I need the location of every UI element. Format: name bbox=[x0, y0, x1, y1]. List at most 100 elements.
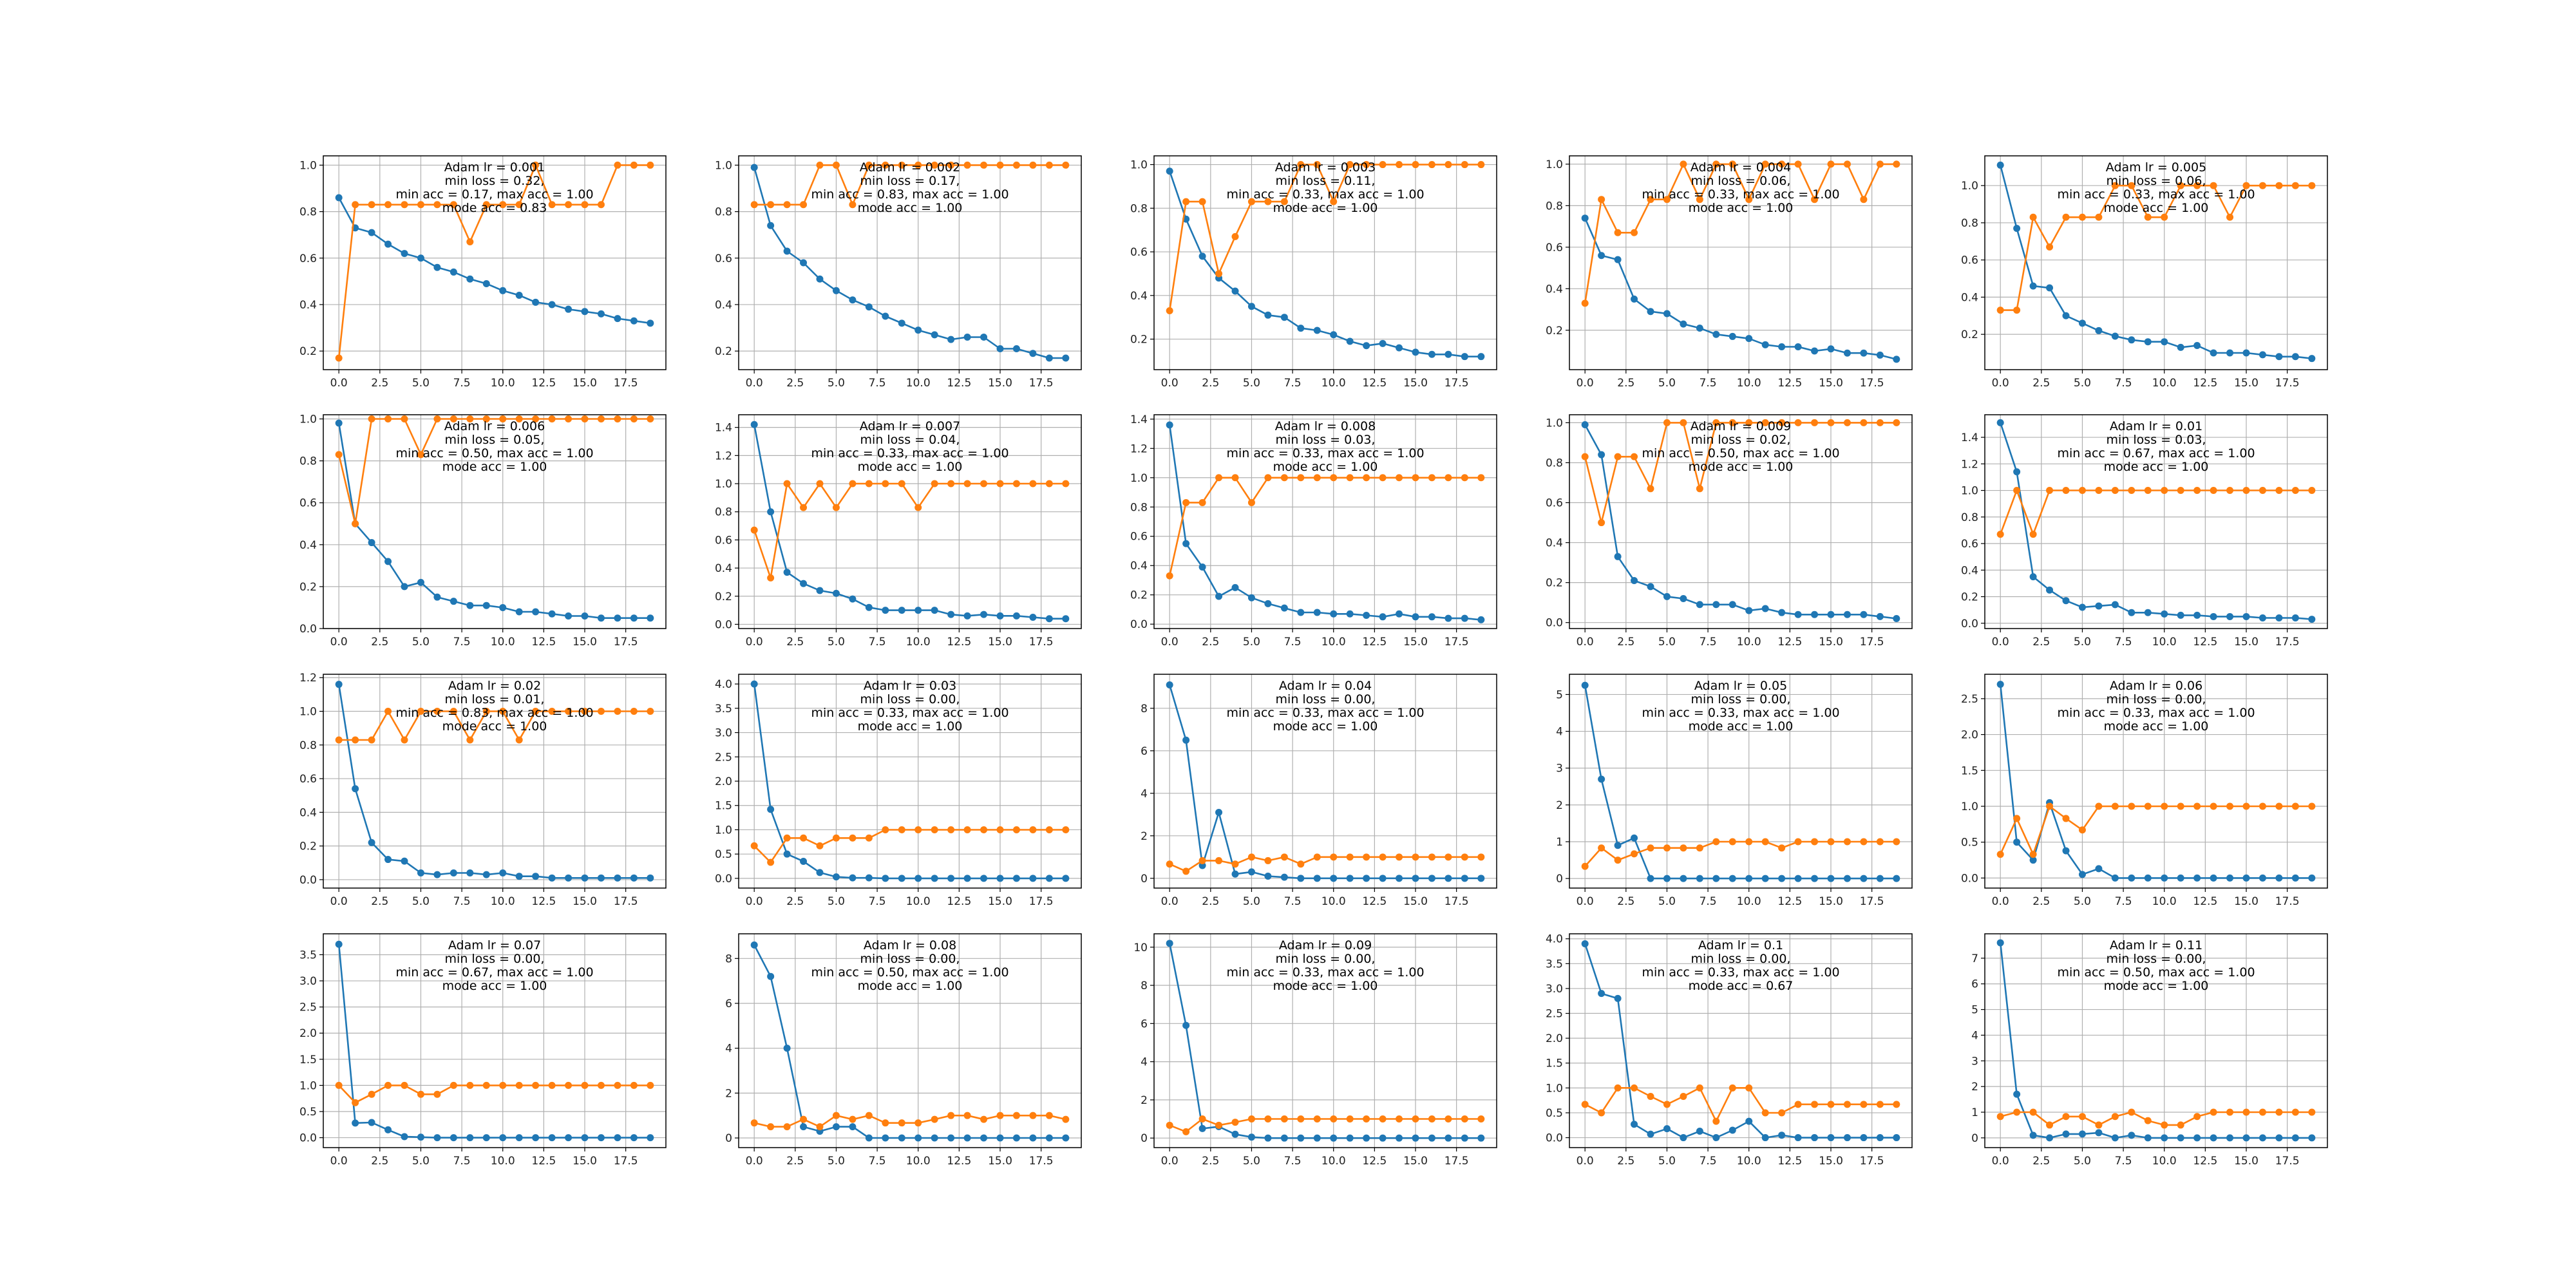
accuracy-point bbox=[1581, 1101, 1589, 1108]
accuracy-point bbox=[1182, 498, 1190, 506]
loss-point bbox=[515, 873, 523, 880]
x-tick-label: 0.0 bbox=[330, 377, 348, 390]
loss-point bbox=[783, 569, 791, 576]
accuracy-point bbox=[865, 834, 873, 842]
y-tick-label: 0.4 bbox=[1130, 560, 1148, 573]
accuracy-point bbox=[996, 161, 1004, 169]
accuracy-point bbox=[1996, 531, 2004, 538]
accuracy-point bbox=[2193, 487, 2201, 495]
accuracy-point bbox=[2062, 1113, 2070, 1121]
accuracy-point bbox=[1330, 853, 1338, 861]
y-tick-label: 2.0 bbox=[299, 1027, 317, 1040]
accuracy-point bbox=[515, 415, 523, 423]
y-tick-label: 6 bbox=[1141, 1018, 1148, 1030]
loss-point bbox=[1745, 875, 1753, 882]
loss-point bbox=[1461, 875, 1468, 882]
accuracy-point bbox=[597, 415, 605, 423]
subplot-5: 0.0 2.5 5.0 7.5 10.0 12.5 15.0 17.5 0.2 0.4 0.6 0.8… bbox=[1961, 155, 2328, 390]
loss-point bbox=[1696, 1128, 1703, 1135]
loss-point bbox=[1182, 540, 1190, 547]
accuracy-point bbox=[1166, 1121, 1173, 1129]
accuracy-point bbox=[1346, 1115, 1354, 1123]
accuracy-point bbox=[368, 736, 375, 744]
accuracy-point bbox=[1614, 453, 1622, 460]
accuracy-point bbox=[1827, 419, 1835, 426]
accuracy-point bbox=[515, 201, 523, 209]
x-tick-label: 5.0 bbox=[1243, 377, 1260, 390]
axes-frame bbox=[323, 674, 667, 889]
accuracy-point bbox=[532, 1081, 540, 1089]
loss-point bbox=[1029, 350, 1037, 357]
loss-point bbox=[2259, 874, 2266, 882]
x-tick-label: 10.0 bbox=[2152, 1155, 2177, 1168]
annotation-line: min acc = 0.33, max acc = 1.00 bbox=[2057, 187, 2255, 202]
accuracy-point bbox=[963, 1112, 971, 1119]
loss-point bbox=[1396, 1134, 1403, 1142]
y-tick-label: 0.8 bbox=[715, 206, 732, 219]
accuracy-point bbox=[597, 1081, 605, 1089]
accuracy-point bbox=[882, 161, 889, 169]
x-tick-label: 10.0 bbox=[906, 895, 931, 908]
x-tick-label: 7.5 bbox=[2115, 1155, 2132, 1168]
loss-point bbox=[532, 1134, 540, 1142]
x-tick-label: 10.0 bbox=[1737, 636, 1761, 649]
accuracy-point bbox=[1012, 1112, 1020, 1119]
annotation-line: Adam lr = 0.02 bbox=[448, 679, 541, 693]
loss-point bbox=[1396, 875, 1403, 882]
loss-point bbox=[914, 1134, 922, 1142]
loss-point bbox=[1297, 1134, 1305, 1142]
loss-point bbox=[1062, 1134, 1070, 1142]
annotation-line: min acc = 0.33, max acc = 1.00 bbox=[1226, 965, 1424, 980]
loss-point bbox=[1396, 344, 1403, 352]
loss-point bbox=[1794, 343, 1802, 351]
accuracy-point bbox=[1297, 161, 1305, 169]
loss-point bbox=[2078, 603, 2086, 611]
x-tick-label: 17.5 bbox=[614, 1155, 638, 1168]
accuracy-point bbox=[2046, 243, 2054, 251]
x-tick-label: 2.5 bbox=[371, 377, 388, 390]
y-tick-label: 1.2 bbox=[1961, 458, 1978, 471]
loss-point bbox=[947, 1134, 955, 1142]
accuracy-point bbox=[1827, 838, 1835, 846]
annotation-line: Adam lr = 0.001 bbox=[444, 160, 545, 175]
annotation-line: Adam lr = 0.004 bbox=[1690, 160, 1791, 175]
accuracy-point bbox=[898, 1119, 905, 1127]
x-tick-label: 17.5 bbox=[614, 895, 638, 908]
accuracy-point bbox=[1680, 1092, 1687, 1100]
subplot-9: 0.0 2.5 5.0 7.5 10.0 12.5 15.0 17.5 0.0 0.2 0.4 0.6… bbox=[1546, 414, 1913, 649]
accuracy-point bbox=[816, 842, 824, 849]
accuracy-point bbox=[1264, 474, 1272, 482]
x-tick-label: 12.5 bbox=[531, 377, 556, 390]
x-tick-label: 17.5 bbox=[1029, 1155, 1054, 1168]
loss-point bbox=[630, 614, 638, 622]
loss-point bbox=[417, 869, 424, 876]
x-tick-label: 10.0 bbox=[491, 895, 515, 908]
loss-point bbox=[1696, 325, 1703, 332]
loss-point bbox=[1428, 613, 1435, 621]
y-tick-label: 0.6 bbox=[715, 252, 732, 265]
accuracy-point bbox=[384, 201, 392, 209]
accuracy-point bbox=[1647, 485, 1654, 493]
accuracy-point bbox=[2291, 182, 2299, 189]
loss-point bbox=[433, 871, 441, 878]
accuracy-point bbox=[1581, 299, 1589, 307]
x-tick-label: 17.5 bbox=[2275, 636, 2300, 649]
x-tick-label: 7.5 bbox=[1700, 895, 1717, 908]
accuracy-point bbox=[980, 161, 988, 169]
annotation-line: Adam lr = 0.04 bbox=[1279, 679, 1372, 693]
accuracy-point bbox=[980, 1115, 988, 1123]
loss-point bbox=[2013, 838, 2021, 846]
subplot-19: 0.0 2.5 5.0 7.5 10.0 12.5 15.0 17.5 0.0 0.5 1.0 1.5… bbox=[1546, 933, 1913, 1168]
accuracy-point bbox=[898, 826, 905, 833]
loss-point bbox=[482, 601, 490, 609]
accuracy-point bbox=[466, 238, 474, 246]
loss-point bbox=[2013, 225, 2021, 232]
loss-point bbox=[2161, 338, 2168, 346]
y-tick-label: 0.4 bbox=[715, 299, 732, 312]
y-tick-label: 0.8 bbox=[299, 455, 317, 468]
accuracy-point bbox=[1166, 572, 1173, 580]
accuracy-point bbox=[1996, 307, 2004, 314]
accuracy-point bbox=[1477, 161, 1485, 169]
accuracy-point bbox=[783, 480, 791, 488]
accuracy-point bbox=[1876, 419, 1884, 426]
